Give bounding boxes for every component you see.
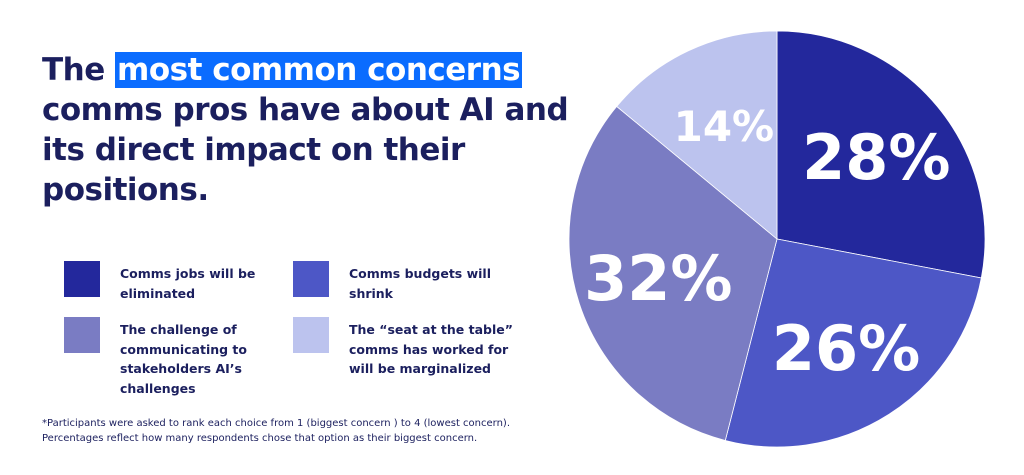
footnote-line-1: *Participants were asked to rank each ch…: [42, 418, 511, 429]
pie-slice: [776, 30, 986, 279]
page-title: The most common concerns comms pros have…: [42, 50, 582, 210]
legend-item-jobs-eliminated: Comms jobs will be eliminated: [64, 261, 290, 303]
legend-item-budgets-shrink: Comms budgets will shrink: [293, 261, 519, 303]
pie-slices: [568, 30, 986, 448]
legend-item-seat-at-table: The “seat at the table” comms has worked…: [293, 317, 519, 379]
pie-slice-label: 14%: [674, 102, 775, 151]
pie-slice: [568, 105, 778, 441]
legend-label: Comms jobs will be eliminated: [120, 266, 256, 301]
title-prefix: The: [42, 52, 116, 88]
pie-slice-label: 26%: [772, 312, 920, 385]
pie-slice-label: 32%: [584, 242, 732, 315]
pie-slice: [724, 238, 982, 448]
legend-label: Comms budgets will shrink: [349, 266, 491, 301]
title-highlight: most common concerns: [115, 52, 523, 88]
pie-slice-label: 28%: [802, 121, 950, 194]
legend-item-communicating-challenge: The challenge of communicating to stakeh…: [64, 317, 290, 398]
legend-swatch: [293, 261, 329, 297]
legend-label: The “seat at the table” comms has worked…: [349, 322, 513, 376]
legend-swatch: [64, 317, 100, 353]
footnote: *Participants were asked to rank each ch…: [42, 416, 510, 446]
pie-slice: [616, 30, 778, 240]
pie-labels: 28% 26% 32% 14%: [584, 102, 950, 385]
legend-swatch: [64, 261, 100, 297]
footnote-line-2: Percentages reflect how many respondents…: [42, 433, 478, 444]
legend-swatch: [293, 317, 329, 353]
legend-label: The challenge of communicating to stakeh…: [120, 322, 247, 396]
title-rest: comms pros have about AI and its direct …: [42, 92, 569, 208]
